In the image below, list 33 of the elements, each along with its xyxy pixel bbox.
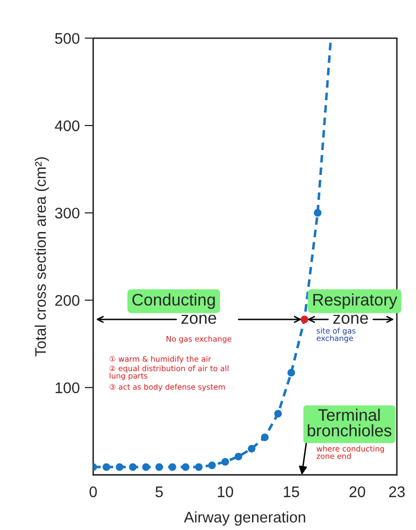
x-tick-label: 20: [350, 486, 366, 498]
point: [274, 410, 282, 418]
point: [234, 452, 242, 460]
y-tick-label: 200: [55, 295, 80, 306]
y-tick-label: 300: [55, 208, 80, 219]
point: [208, 461, 216, 470]
point: [248, 444, 256, 452]
x-tick-label: 5: [156, 486, 163, 498]
point: [168, 463, 176, 471]
y-tick-label: 400: [54, 120, 80, 132]
point: [261, 434, 269, 442]
point: [195, 463, 203, 471]
point: [287, 368, 296, 376]
x-tick-label: 15: [284, 486, 300, 498]
point: [182, 463, 190, 471]
x-axis-title: Airway generation: [184, 511, 306, 526]
point: [116, 463, 124, 471]
y-tick-label: 500: [55, 33, 80, 44]
annotation: Terminal bronchioles: [308, 408, 392, 436]
point: [314, 209, 322, 217]
annotation: Conducting zone: [132, 293, 216, 324]
y-axis-title: Total cross section area (cm²): [34, 157, 49, 356]
x-tick-label: 0: [90, 486, 97, 498]
annotation: Respiratory zone: [313, 293, 398, 324]
x-tick-label: 10: [218, 486, 234, 498]
point: [142, 463, 150, 471]
x-tick-label: 23: [389, 486, 405, 498]
point: [221, 458, 230, 466]
point: [128, 463, 137, 471]
point: [155, 463, 164, 471]
y-tick-label: 100: [56, 382, 80, 394]
point: [300, 316, 308, 324]
point: [102, 463, 110, 471]
